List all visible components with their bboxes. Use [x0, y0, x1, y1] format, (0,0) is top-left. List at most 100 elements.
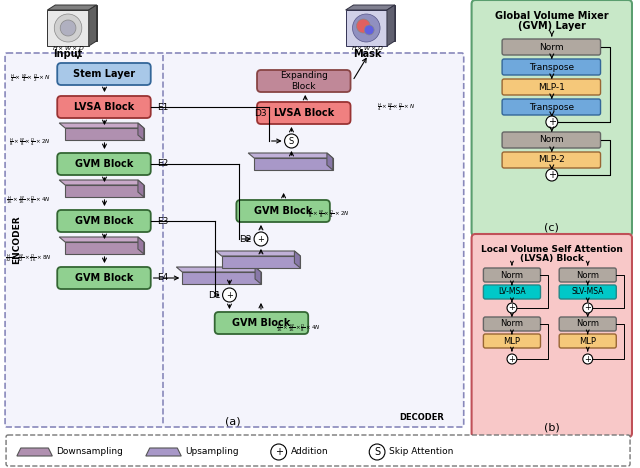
Polygon shape [138, 237, 144, 254]
Text: S: S [374, 447, 380, 457]
Circle shape [507, 303, 517, 313]
Polygon shape [182, 272, 261, 284]
Polygon shape [60, 123, 144, 128]
FancyBboxPatch shape [472, 234, 632, 437]
Text: Norm: Norm [500, 320, 524, 329]
Text: Norm: Norm [539, 43, 564, 51]
Text: +: + [584, 304, 591, 313]
Polygon shape [55, 5, 97, 41]
Text: Local Volume Self Attention: Local Volume Self Attention [481, 246, 623, 255]
Circle shape [583, 303, 593, 313]
Text: MLP: MLP [504, 336, 520, 345]
Polygon shape [138, 180, 144, 197]
Text: LV-MSA: LV-MSA [498, 287, 525, 297]
Text: +: + [509, 304, 515, 313]
FancyBboxPatch shape [472, 0, 632, 236]
FancyBboxPatch shape [483, 317, 541, 331]
Text: LVSA Block: LVSA Block [274, 108, 334, 118]
Text: Upsampling: Upsampling [185, 447, 239, 456]
Circle shape [353, 14, 380, 42]
Circle shape [271, 444, 287, 460]
Text: MLP: MLP [579, 336, 596, 345]
Text: +: + [584, 354, 591, 364]
Text: $\frac{H}{8}\times\frac{W}{8}\times\frac{D}{4}\times 2N$: $\frac{H}{8}\times\frac{W}{8}\times\frac… [9, 136, 51, 148]
Circle shape [254, 232, 268, 246]
Circle shape [223, 288, 236, 302]
Circle shape [369, 444, 385, 460]
Text: +: + [275, 447, 283, 457]
Text: D2: D2 [239, 234, 252, 243]
FancyBboxPatch shape [502, 132, 600, 148]
Circle shape [285, 134, 298, 148]
Polygon shape [216, 251, 300, 256]
Text: $H \times W \times D$: $H \times W \times D$ [52, 44, 84, 52]
Text: Global Volume Mixer: Global Volume Mixer [495, 11, 609, 21]
Text: LVSA Block: LVSA Block [74, 102, 134, 112]
Polygon shape [387, 5, 395, 46]
Text: GVM Block: GVM Block [75, 216, 133, 226]
Polygon shape [47, 5, 97, 10]
Text: $\frac{H}{16}\times\frac{W}{16}\times\frac{D}{8}\times 4N$: $\frac{H}{16}\times\frac{W}{16}\times\fr… [276, 322, 320, 334]
FancyBboxPatch shape [502, 152, 600, 168]
FancyBboxPatch shape [502, 99, 600, 115]
Polygon shape [65, 185, 144, 197]
Circle shape [54, 14, 82, 42]
Polygon shape [221, 256, 300, 268]
Circle shape [583, 354, 593, 364]
Polygon shape [327, 153, 333, 170]
Text: MLP-2: MLP-2 [538, 155, 564, 164]
Text: Downsampling: Downsampling [56, 447, 123, 456]
Text: Transpose: Transpose [529, 63, 574, 72]
Text: +: + [226, 291, 233, 300]
Text: (b): (b) [544, 423, 559, 433]
Polygon shape [60, 180, 144, 185]
Polygon shape [65, 128, 144, 140]
Text: $\frac{H}{4}\times\frac{W}{4}\times\frac{D}{2}\times N$: $\frac{H}{4}\times\frac{W}{4}\times\frac… [377, 101, 415, 113]
Text: E4: E4 [157, 273, 168, 283]
Polygon shape [65, 242, 144, 254]
Text: Input: Input [53, 49, 83, 59]
FancyBboxPatch shape [214, 312, 308, 334]
FancyBboxPatch shape [57, 153, 151, 175]
Text: $\frac{H}{4}\times\frac{W}{4}\times\frac{D}{2}\times N$: $\frac{H}{4}\times\frac{W}{4}\times\frac… [10, 72, 51, 84]
Text: +: + [548, 117, 556, 127]
Circle shape [356, 19, 370, 33]
Text: (c): (c) [545, 222, 559, 232]
FancyBboxPatch shape [57, 267, 151, 289]
Text: E1: E1 [157, 102, 168, 111]
Polygon shape [17, 448, 52, 456]
Text: SLV-MSA: SLV-MSA [572, 287, 604, 297]
Polygon shape [60, 237, 144, 242]
Text: Addition: Addition [291, 447, 328, 456]
FancyBboxPatch shape [236, 200, 330, 222]
Text: +: + [509, 354, 515, 364]
FancyBboxPatch shape [559, 317, 616, 331]
Text: $\frac{H}{8}\times\frac{W}{8}\times\frac{D}{4}\times 2N$: $\frac{H}{8}\times\frac{W}{8}\times\frac… [308, 208, 349, 220]
Text: Norm: Norm [539, 136, 564, 145]
Circle shape [507, 354, 517, 364]
Circle shape [546, 169, 557, 181]
FancyBboxPatch shape [559, 268, 616, 282]
FancyBboxPatch shape [483, 268, 541, 282]
Text: S: S [289, 137, 294, 146]
Text: DECODER: DECODER [399, 414, 444, 423]
Text: $\frac{H}{16}\times\frac{W}{16}\times\frac{D}{8}\times 4N$: $\frac{H}{16}\times\frac{W}{16}\times\fr… [6, 194, 51, 206]
FancyBboxPatch shape [257, 70, 351, 92]
Text: D3: D3 [254, 109, 267, 117]
Text: (GVM) Layer: (GVM) Layer [518, 21, 586, 31]
Text: +: + [548, 170, 556, 180]
Text: +: + [257, 234, 264, 243]
Polygon shape [138, 123, 144, 140]
FancyBboxPatch shape [6, 435, 630, 466]
Circle shape [60, 20, 76, 36]
Text: Norm: Norm [500, 271, 524, 279]
Polygon shape [177, 267, 261, 272]
Text: GVM Block: GVM Block [232, 318, 291, 328]
Text: ENCODER: ENCODER [12, 216, 21, 264]
Polygon shape [254, 158, 333, 170]
Text: GVM Block: GVM Block [75, 273, 133, 283]
FancyBboxPatch shape [5, 53, 464, 427]
Text: D1: D1 [208, 291, 221, 300]
Text: Skip Attention: Skip Attention [389, 447, 453, 456]
Text: $\frac{H}{32}\times\frac{W}{32}\times\frac{D}{16}\times 8N$: $\frac{H}{32}\times\frac{W}{32}\times\fr… [5, 252, 52, 264]
